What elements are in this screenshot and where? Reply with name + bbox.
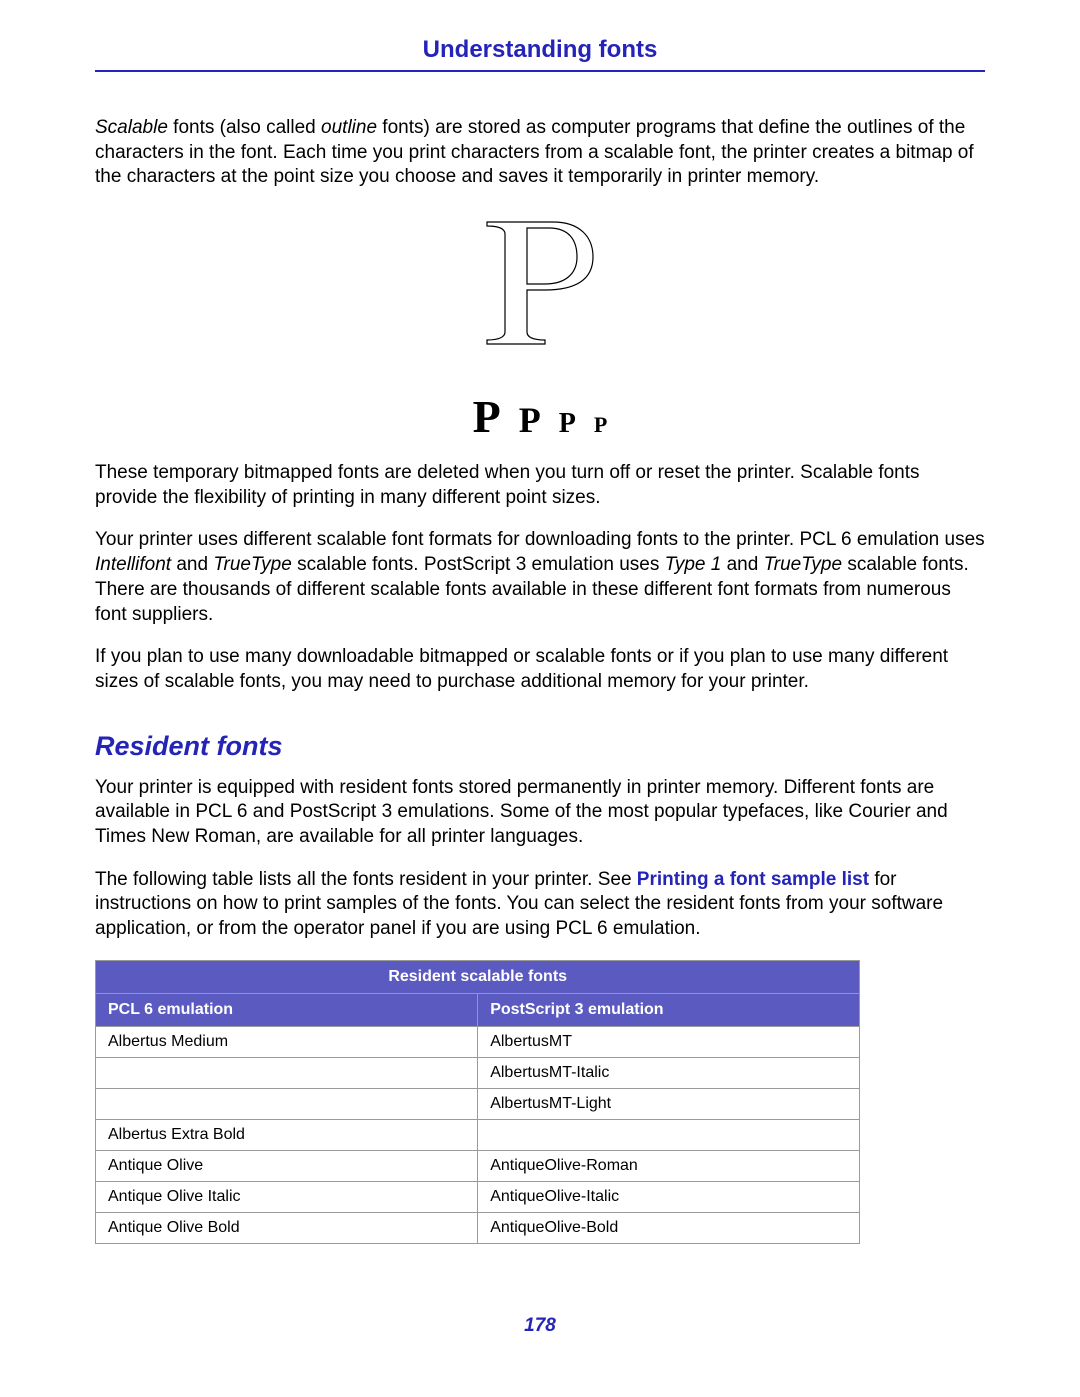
size-sample-glyph: P — [473, 390, 501, 443]
page-title: Understanding fonts — [95, 36, 985, 64]
page-container: Understanding fonts Scalable fonts (also… — [0, 0, 1080, 1397]
table-row: Antique OliveAntiqueOlive-Roman — [96, 1150, 860, 1181]
text: Your printer uses different scalable fon… — [95, 529, 985, 550]
term-scalable: Scalable — [95, 117, 168, 138]
size-sample-glyph: P — [519, 399, 541, 441]
table-cell: Albertus Extra Bold — [96, 1119, 478, 1150]
table-row: Antique Olive BoldAntiqueOlive-Bold — [96, 1212, 860, 1243]
link-font-sample-list[interactable]: Printing a font sample list — [637, 869, 869, 890]
table-row: Albertus MediumAlbertusMT — [96, 1026, 860, 1057]
table-cell — [478, 1119, 860, 1150]
table-cell: AlbertusMT-Italic — [478, 1057, 860, 1088]
page-number: 178 — [0, 1315, 1080, 1337]
table-cell: Antique Olive Italic — [96, 1181, 478, 1212]
section-heading-resident-fonts: Resident fonts — [95, 731, 985, 762]
size-sample-glyph: P — [594, 412, 607, 438]
paragraph-scalable-def: Scalable fonts (also called outline font… — [95, 116, 985, 190]
table-cell: Antique Olive Bold — [96, 1212, 478, 1243]
figure-outline-glyph — [95, 208, 985, 362]
term-intellifont: Intellifont — [95, 554, 171, 575]
table-cell: AntiqueOlive-Roman — [478, 1150, 860, 1181]
text: and — [721, 554, 763, 575]
text: The following table lists all the fonts … — [95, 869, 637, 890]
term-truetype-2: TrueType — [764, 554, 843, 575]
term-outline: outline — [321, 117, 377, 138]
paragraph-temp-bitmap: These temporary bitmapped fonts are dele… — [95, 461, 985, 510]
table-row: AlbertusMT-Italic — [96, 1057, 860, 1088]
table-col-pcl6: PCL 6 emulation — [96, 993, 478, 1026]
table-row: AlbertusMT-Light — [96, 1088, 860, 1119]
table-col-ps3: PostScript 3 emulation — [478, 993, 860, 1026]
table-cell: Antique Olive — [96, 1150, 478, 1181]
paragraph-formats: Your printer uses different scalable fon… — [95, 528, 985, 627]
paragraph-see-link: The following table lists all the fonts … — [95, 868, 985, 942]
paragraph-memory: If you plan to use many downloadable bit… — [95, 645, 985, 694]
table-cell: AlbertusMT-Light — [478, 1088, 860, 1119]
table-row: Albertus Extra Bold — [96, 1119, 860, 1150]
text: scalable fonts. PostScript 3 emulation u… — [292, 554, 665, 575]
table-cell: AntiqueOlive-Bold — [478, 1212, 860, 1243]
outline-p-icon — [475, 212, 605, 352]
table-cell — [96, 1088, 478, 1119]
table-cell: AntiqueOlive-Italic — [478, 1181, 860, 1212]
term-truetype: TrueType — [213, 554, 292, 575]
table-cell — [96, 1057, 478, 1088]
paragraph-resident-intro: Your printer is equipped with resident f… — [95, 776, 985, 850]
resident-fonts-table: Resident scalable fonts PCL 6 emulation … — [95, 960, 860, 1244]
table-title: Resident scalable fonts — [96, 960, 860, 993]
table-row: Antique Olive ItalicAntiqueOlive-Italic — [96, 1181, 860, 1212]
size-sample-glyph: P — [559, 408, 576, 440]
title-rule — [95, 70, 985, 72]
text: fonts (also called — [168, 117, 321, 138]
table-cell: AlbertusMT — [478, 1026, 860, 1057]
text: and — [171, 554, 213, 575]
term-type1: Type 1 — [665, 554, 722, 575]
figure-size-samples: PPPP — [95, 362, 985, 461]
table-cell: Albertus Medium — [96, 1026, 478, 1057]
